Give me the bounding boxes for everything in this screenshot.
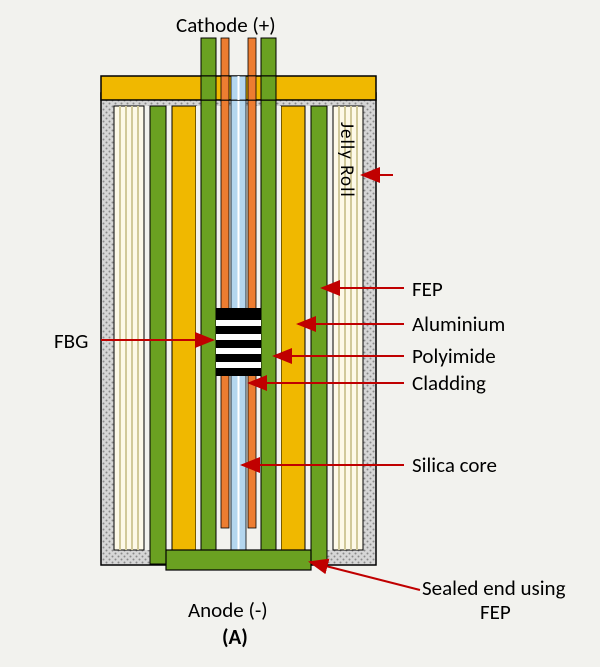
battery-diagram [0, 0, 600, 667]
fep-inner-right [261, 38, 276, 557]
fbg-grating [216, 308, 261, 376]
sealed-end-label-2: FEP [480, 599, 511, 625]
jelly-roll-label: Jelly Roll [335, 122, 358, 198]
aluminium-right [281, 106, 305, 550]
cladding-label: Cladding [412, 370, 486, 396]
fep-outer-left [150, 106, 166, 564]
fep-outer-right [311, 106, 327, 564]
fep-inner-left [201, 38, 216, 557]
figure-label: (A) [222, 624, 248, 650]
polyimide-label: Polyimide [412, 343, 496, 369]
sealed-end [166, 550, 311, 570]
aluminium-left [172, 106, 196, 550]
cathode-label: Cathode (+) [176, 12, 276, 38]
jelly-roll-left [114, 106, 144, 550]
polyimide-left [221, 38, 229, 528]
aluminium-label: Aluminium [412, 311, 505, 337]
polyimide-right [248, 38, 256, 528]
silica-core-label: Silica core [412, 452, 497, 478]
anode-label: Anode (-) [188, 597, 268, 623]
sealed-end-label-1: Sealed end using [422, 575, 565, 601]
fbg-label: FBG [54, 328, 88, 354]
fep-label: FEP [412, 276, 443, 302]
